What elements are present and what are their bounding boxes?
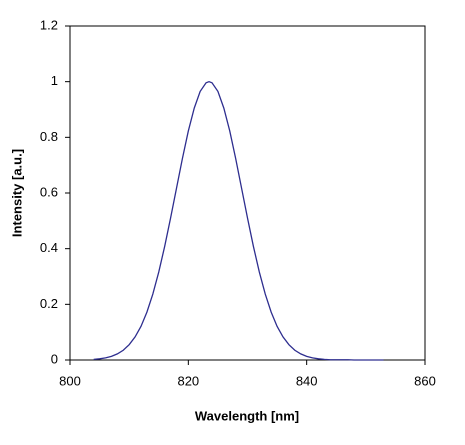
y-tick-label: 1.2: [40, 17, 58, 32]
x-tick-label: 840: [296, 373, 318, 388]
y-tick-label: 0: [51, 351, 58, 366]
y-tick-label: 0.4: [40, 240, 58, 255]
y-axis-title: Intensity [a.u.]: [9, 149, 24, 237]
plot-frame: [69, 25, 426, 361]
y-tick-label: 0.2: [40, 296, 58, 311]
x-tick-label: 860: [414, 373, 436, 388]
data-line: [93, 80, 384, 361]
x-axis-title: Wavelength [nm]: [195, 408, 299, 423]
x-tick-label: 820: [177, 373, 199, 388]
y-tick-label: 0.8: [40, 129, 58, 144]
y-tick-label: 1: [51, 73, 58, 88]
x-tick-label: 800: [59, 373, 81, 388]
y-tick-label: 0.6: [40, 184, 58, 199]
